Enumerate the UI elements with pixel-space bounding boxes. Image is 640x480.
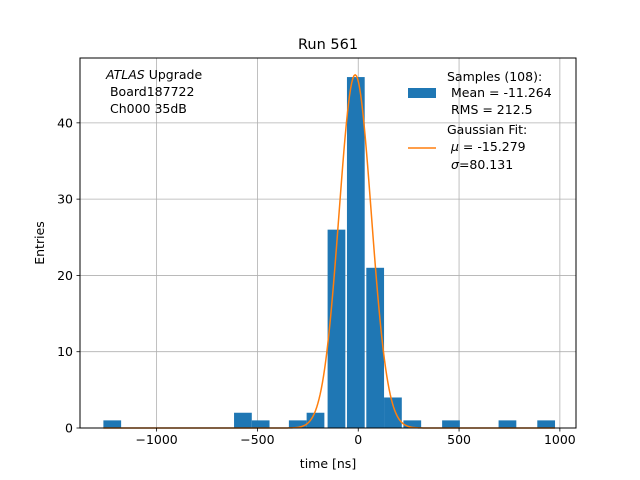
x-tick-label: −1000 (135, 432, 177, 447)
x-tick-label: 0 (354, 432, 362, 447)
histogram-bar (103, 420, 122, 428)
histogram-bar (498, 420, 517, 428)
x-tick-label: 500 (447, 432, 471, 447)
legend-fit-title: Gaussian Fit: (447, 122, 527, 137)
histogram-bar (234, 412, 252, 428)
y-tick-label: 20 (57, 268, 73, 283)
y-axis-label: Entries (32, 221, 47, 265)
annotation-line-3: Ch000 35dB (106, 101, 187, 116)
y-tick-label: 30 (57, 192, 73, 207)
legend-fit-mu-line: μ = -15.279 (450, 139, 526, 154)
legend-mean-line: Mean = -11.264 (447, 85, 552, 100)
legend-mu-value: = -15.279 (459, 139, 526, 154)
annotation-line-1: ATLAS Upgrade (105, 67, 202, 82)
histogram-bar (442, 420, 460, 428)
histogram-bar (306, 412, 325, 428)
x-axis-label: time [ns] (300, 456, 356, 471)
y-tick-label: 0 (65, 421, 73, 436)
annotation-block: ATLAS Upgrade Board187722 Ch000 35dB (105, 67, 202, 116)
x-tick-label: −500 (240, 432, 274, 447)
histogram-bar (251, 420, 270, 428)
annotation-atlas: ATLAS (105, 67, 145, 82)
legend-rms-line: RMS = 212.5 (447, 102, 533, 117)
legend-samples-line: Samples (108): (447, 69, 542, 84)
annotation-upgrade: Upgrade (145, 67, 203, 82)
legend-mu-symbol: μ (450, 139, 459, 154)
legend: Samples (108): Mean = -11.264 RMS = 212.… (408, 69, 552, 172)
histogram-bar (403, 420, 422, 428)
histogram-bar (288, 420, 307, 428)
legend-sigma-value: =80.131 (459, 157, 513, 172)
y-tick-label: 40 (57, 115, 73, 130)
axis-ticks: −1000 −500 0 500 1000 0 10 20 30 40 (57, 115, 576, 447)
histogram-bar (366, 267, 385, 428)
y-tick-label: 10 (57, 344, 73, 359)
legend-fit-sigma-line: σ=80.131 (451, 157, 513, 172)
legend-histogram-swatch (408, 88, 436, 98)
histogram-bar (327, 229, 346, 428)
axes-frame (79, 57, 577, 429)
histogram-bars (103, 77, 556, 428)
histogram-bar (384, 397, 402, 428)
annotation-line-2: Board187722 (106, 84, 194, 99)
legend-sigma-symbol: σ (451, 157, 460, 172)
chart-title: Run 561 (298, 37, 358, 53)
histogram-bar (537, 420, 556, 428)
histogram-bar (346, 77, 365, 428)
x-tick-label: 1000 (544, 432, 576, 447)
